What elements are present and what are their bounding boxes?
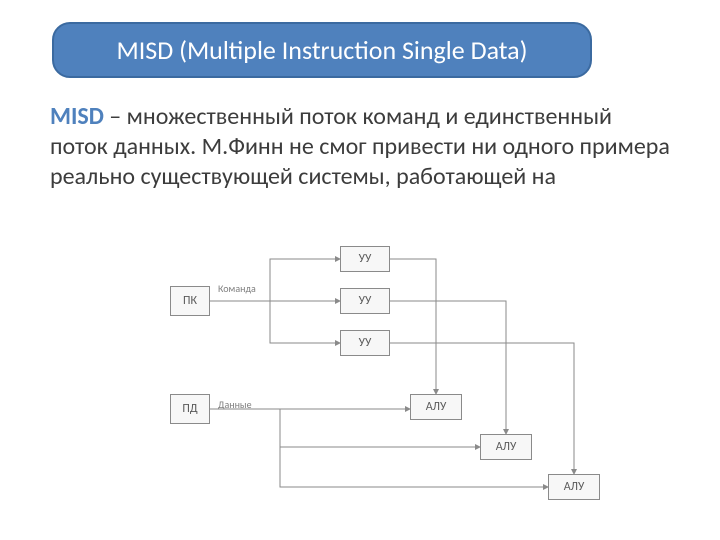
body-text: MISD – множественный поток команд и един… bbox=[50, 102, 670, 192]
node-alu2: АЛУ bbox=[480, 434, 532, 460]
node-uu3: УУ bbox=[340, 330, 390, 356]
body-accent: MISD bbox=[50, 102, 104, 131]
node-pd: ПД bbox=[170, 394, 210, 424]
node-pk: ПК bbox=[170, 286, 210, 316]
node-uu1: УУ bbox=[340, 246, 390, 272]
body-rest: – множественный поток команд и единствен… bbox=[50, 102, 670, 191]
node-alu1: АЛУ bbox=[410, 394, 462, 420]
edge bbox=[270, 301, 340, 343]
title-pill: MISD (Multiple Instruction Single Data) bbox=[52, 22, 592, 78]
node-alu3: АЛУ bbox=[548, 474, 600, 500]
edge-label: Данные bbox=[218, 398, 252, 411]
node-uu2: УУ bbox=[340, 288, 390, 314]
slide: MISD (Multiple Instruction Single Data) … bbox=[0, 0, 720, 540]
edge-label: Команда bbox=[218, 282, 256, 295]
misd-diagram: ПК ПД УУ УУ УУ АЛУ АЛУ АЛУ Команда Данные bbox=[170, 246, 600, 506]
edge bbox=[390, 259, 436, 394]
